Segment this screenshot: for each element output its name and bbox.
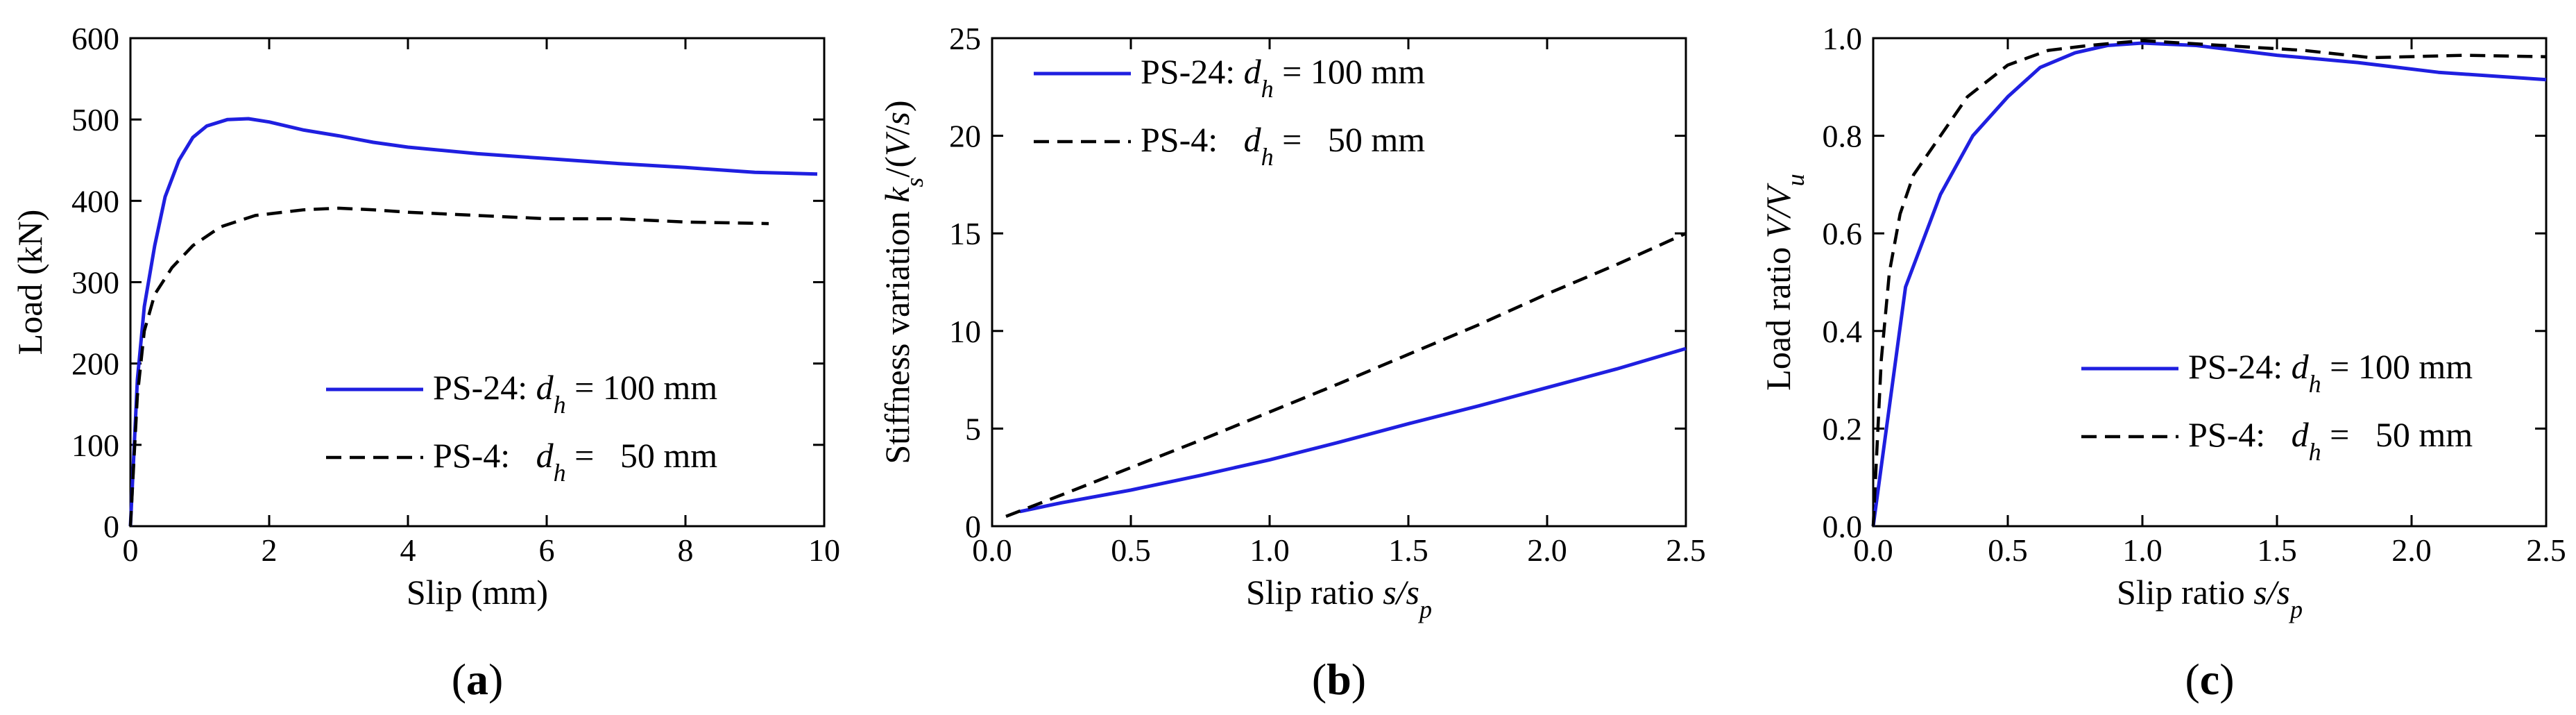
x-tick-label: 8 <box>678 532 694 568</box>
x-tick-label: 6 <box>539 532 555 568</box>
x-tick-label: 1.5 <box>1388 532 1428 568</box>
series-line-ps-24 <box>1871 41 2547 527</box>
x-tick-label: 0 <box>123 532 139 568</box>
y-tick-label: 0 <box>965 509 981 544</box>
y-tick-label: 400 <box>71 183 119 219</box>
series-line-ps-4 <box>128 206 769 527</box>
y-tick-label: 5 <box>965 411 981 446</box>
x-tick-label: 2.0 <box>2391 532 2432 568</box>
y-tick-label: 0.2 <box>1823 411 1863 446</box>
legend: PS-24: dh​ = 100 mm PS-4: dh​ = 50 mm <box>326 368 717 487</box>
series-line-ps-4 <box>1005 232 1687 518</box>
series-line-ps-24 <box>1019 346 1687 514</box>
x-axis-label: Slip ratio s/sp​ <box>2117 573 2303 623</box>
y-tick-label: 500 <box>71 102 119 137</box>
y-tick-label: 0 <box>103 509 119 544</box>
legend: PS-24: dh​ = 100 mm PS-4: dh​ = 50 mm <box>1034 52 1425 171</box>
x-tick-label: 0.5 <box>1111 532 1151 568</box>
panel-label: (c) <box>2185 655 2234 704</box>
x-tick-label: 1.5 <box>2257 532 2297 568</box>
legend-label-ps-24: PS-24: dh​ = 100 mm <box>1141 52 1425 103</box>
y-axis-label: Load ratio V/Vu​ <box>1759 174 1809 390</box>
x-tick-label: 0.0 <box>972 532 1012 568</box>
x-tick-label: 1.0 <box>1249 532 1290 568</box>
legend: PS-24: dh​ = 100 mm PS-4: dh​ = 50 mm <box>2081 347 2473 466</box>
chart-panel-c: 0.0 0.5 1.0 1.5 2.0 2.5 0.0 0.2 0.4 0.6 0.8 1.0 Slip… <box>1759 21 2566 704</box>
y-tick-label: 0.0 <box>1823 509 1863 544</box>
plot-frame <box>1872 37 2548 528</box>
y-tick-label: 15 <box>949 216 981 251</box>
x-tick-label: 2.0 <box>1527 532 1567 568</box>
panel-label: (b) <box>1312 655 1366 704</box>
y-tick-label: 20 <box>949 119 981 154</box>
series-line-ps-4 <box>1871 39 2547 527</box>
y-tick-label: 0.4 <box>1823 314 1863 349</box>
y-axis-label: Load (kN) <box>10 210 49 355</box>
y-tick-label: 300 <box>71 265 119 301</box>
x-tick-label: 4 <box>400 532 416 568</box>
x-axis-label: Slip (mm) <box>407 573 548 612</box>
x-tick-label: 1.0 <box>2122 532 2163 568</box>
y-tick-label: 1.0 <box>1823 21 1863 56</box>
legend-label-ps-24: PS-24: dh​ = 100 mm <box>2188 347 2473 398</box>
x-tick-label: 10 <box>808 532 840 568</box>
series-line-ps-24 <box>128 117 818 527</box>
legend-label-ps-4: PS-4: dh​ = 50 mm <box>1141 120 1425 171</box>
chart-panel-b: 0.0 0.5 1.0 1.5 2.0 2.5 0 5 10 15 20 25 Slip ratio s… <box>878 21 1706 704</box>
y-tick-label: 600 <box>71 21 119 56</box>
x-tick-label: 2 <box>262 532 278 568</box>
y-tick-label: 10 <box>949 314 981 349</box>
panel-label: (a) <box>452 655 504 704</box>
legend-label-ps-4: PS-4: dh​ = 50 mm <box>433 436 717 487</box>
plot-frame <box>991 37 1687 528</box>
x-tick-label: 2.5 <box>1666 532 1706 568</box>
y-tick-label: 100 <box>71 428 119 463</box>
y-tick-label: 0.6 <box>1823 216 1863 251</box>
x-axis-label: Slip ratio s/sp​ <box>1246 573 1432 623</box>
y-axis-label: Stiffness variation ks​/(V/s) <box>878 100 928 464</box>
y-tick-label: 200 <box>71 346 119 382</box>
x-tick-label: 2.5 <box>2526 532 2566 568</box>
x-tick-label: 0.5 <box>1988 532 2028 568</box>
y-tick-label: 0.8 <box>1823 119 1863 154</box>
legend-label-ps-4: PS-4: dh​ = 50 mm <box>2188 415 2473 466</box>
legend-label-ps-24: PS-24: dh​ = 100 mm <box>433 368 717 419</box>
y-tick-label: 25 <box>949 21 981 56</box>
x-tick-label: 0.0 <box>1853 532 1893 568</box>
